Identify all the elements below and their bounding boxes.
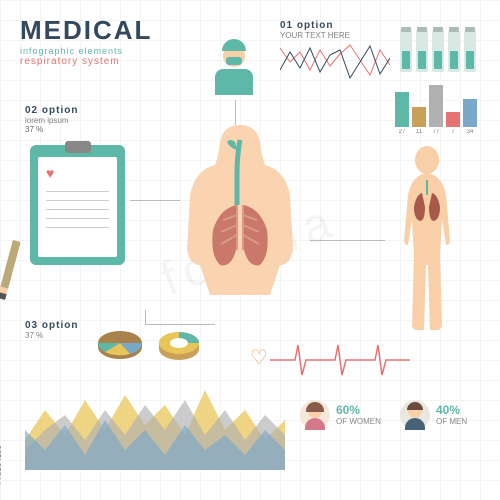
connector-line xyxy=(145,310,215,325)
subtitle-2: respiratory system xyxy=(20,56,152,67)
male-pct: 40% xyxy=(436,403,467,417)
mini-line-chart xyxy=(280,40,390,95)
clipboard-icon: ♥ xyxy=(30,145,125,265)
bar-chart: 271177734 xyxy=(395,85,477,135)
full-body-diagram xyxy=(390,145,465,335)
header: MEDICAL infographic elements respiratory… xyxy=(20,15,152,67)
image-credit: #78364190 xyxy=(0,445,3,485)
heart-icon: ♥ xyxy=(46,165,54,181)
subtitle-1: infographic elements xyxy=(20,46,152,56)
option-03-title: 03 option xyxy=(25,320,78,331)
connector-line xyxy=(130,200,180,201)
option-02-text: lorem ipsum xyxy=(25,116,78,125)
doctor-icon xyxy=(210,45,258,100)
option-02: 02 option lorem ipsum 37 % xyxy=(25,105,78,134)
male-stat: 40% OF MEN xyxy=(400,400,490,430)
area-chart xyxy=(25,380,285,470)
heart-outline-icon: ♡ xyxy=(250,345,268,370)
respiratory-torso-diagram xyxy=(175,120,305,300)
connector-line xyxy=(235,100,236,125)
ecg-line xyxy=(270,340,410,380)
connector-line xyxy=(310,240,385,241)
male-label: OF MEN xyxy=(436,417,467,427)
option-03-pct: 37 % xyxy=(25,331,78,340)
title: MEDICAL xyxy=(20,15,152,46)
option-01: 01 option YOUR TEXT HERE xyxy=(280,20,350,40)
female-pct: 60% xyxy=(336,403,381,417)
female-stat: 60% OF WOMEN xyxy=(300,400,390,430)
pie-3d-chart xyxy=(95,325,145,365)
female-label: OF WOMEN xyxy=(336,417,381,427)
option-03: 03 option 37 % xyxy=(25,320,78,340)
donut-3d-chart xyxy=(155,325,203,365)
option-01-text: YOUR TEXT HERE xyxy=(280,31,350,40)
option-01-title: 01 option xyxy=(280,20,350,31)
option-02-pct: 37 % xyxy=(25,125,78,134)
test-tubes xyxy=(400,30,476,72)
option-02-title: 02 option xyxy=(25,105,78,116)
